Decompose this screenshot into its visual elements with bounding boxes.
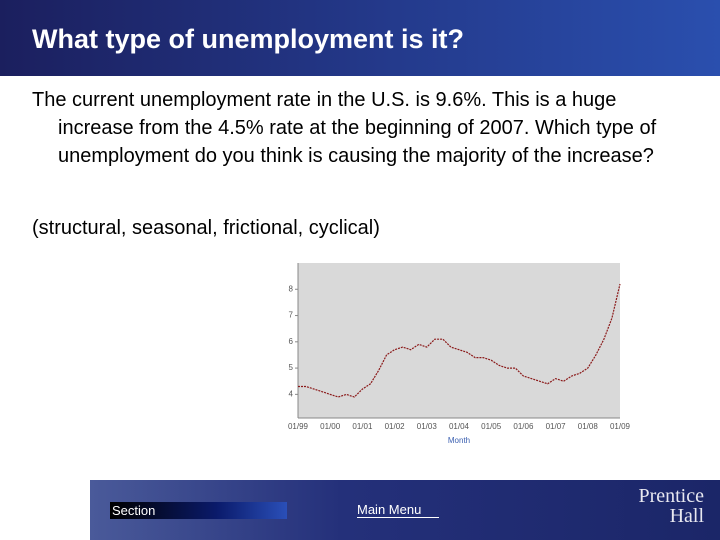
footer-bar: Section Main Menu Prentice Hall [90,480,720,540]
section-button[interactable]: Section [110,502,287,519]
x-tick-label: 01/00 [320,422,341,431]
x-tick-label: 01/09 [610,422,631,431]
logo-text: Prentice [638,485,704,507]
y-tick-label: 6 [289,337,294,346]
x-tick-label: 01/08 [578,422,599,431]
body-paragraph: (structural, seasonal, frictional, cycli… [32,217,380,239]
y-tick-label: 4 [289,389,294,398]
x-tick-label: 01/04 [449,422,470,431]
y-tick-label: 8 [289,284,294,293]
main-menu-button[interactable]: Main Menu [357,502,440,518]
y-tick-label: 5 [289,363,294,372]
y-tick-label: 7 [289,311,294,320]
header-bar: What type of unemployment is it? [0,0,720,76]
x-tick-label: 01/01 [352,422,373,431]
data-line [298,283,621,398]
x-tick-label: 01/07 [546,422,567,431]
logo: Prentice Hall [638,486,704,526]
body-paragraph: The current unemployment rate in the U.S… [32,89,657,167]
x-tick-label: 01/02 [385,422,406,431]
chart: Month 4 5 6 7 8 01/99 01/00 01/01 01/02 01/03 01/0… [288,263,631,445]
x-tick-label: 01/06 [513,422,534,431]
plot-area [298,263,620,418]
x-tick-label: 01/05 [481,422,502,431]
logo-text: Hall [669,505,704,527]
x-tick-label: 01/03 [417,422,438,431]
slide-title: What type of unemployment is it? [32,24,465,54]
x-tick-label: 01/99 [288,422,309,431]
x-axis-label: Month [448,436,470,445]
